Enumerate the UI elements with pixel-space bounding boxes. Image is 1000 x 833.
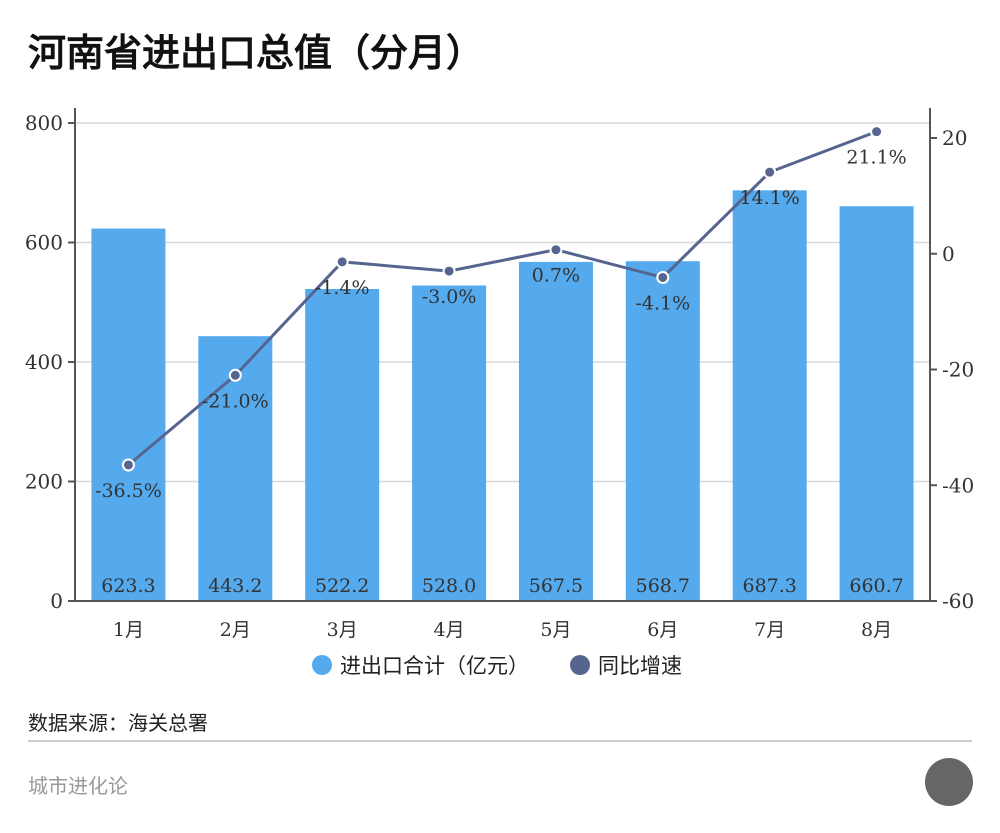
growth-label: -21.0%: [202, 390, 269, 412]
bar-value-label: 522.2: [315, 575, 369, 597]
bar-3月: [305, 288, 380, 601]
legend-bar-label: 进出口合计（亿元）: [340, 654, 529, 678]
bar-6月: [625, 261, 700, 601]
bar-value-label: 687.3: [742, 575, 796, 597]
bar-1月: [91, 228, 166, 601]
x-tick-label: 5月: [540, 619, 571, 641]
x-tick-label: 4月: [434, 619, 465, 641]
legend-line-marker: [570, 655, 590, 675]
right-tick-label: 20: [942, 126, 967, 150]
growth-label: 0.7%: [532, 265, 580, 287]
growth-line: [127, 130, 878, 467]
brand-name: 城市进化论: [28, 774, 128, 798]
left-tick-label: 400: [25, 350, 63, 374]
growth-label: 14.1%: [740, 187, 800, 209]
growth-point: [121, 458, 135, 472]
right-tick-label: -20: [942, 358, 974, 382]
growth-label: -1.4%: [315, 277, 370, 299]
x-tick-label: 6月: [647, 619, 678, 641]
x-tick-label: 3月: [327, 619, 358, 641]
left-tick-label: 200: [25, 470, 63, 494]
x-tick-label: 2月: [220, 619, 251, 641]
growth-label: -3.0%: [422, 286, 477, 308]
combo-chart: 0 200 400 600 800 -60 -40 -20 0 20 623.3 1月 443.2 2月 5…: [25, 108, 974, 678]
growth-point: [656, 270, 670, 284]
x-tick-label: 8月: [861, 619, 892, 641]
right-tick-label: -60: [942, 589, 974, 613]
divider: [28, 740, 972, 742]
growth-point: [549, 243, 563, 257]
x-tick-label: 7月: [754, 619, 785, 641]
bar-value-label: 528.0: [422, 575, 476, 597]
x-tick-label: 1月: [113, 619, 144, 641]
growth-point: [228, 368, 242, 382]
right-tick-label: -40: [942, 473, 974, 497]
left-tick-label: 0: [50, 589, 63, 613]
data-source: 数据来源：海关总署: [28, 711, 208, 735]
growth-point: [870, 125, 884, 139]
brand-logo: [925, 758, 973, 806]
growth-label: 21.1%: [846, 147, 906, 169]
growth-point: [442, 264, 456, 278]
left-tick-label: 800: [25, 111, 63, 135]
left-tick-label: 600: [25, 231, 63, 255]
growth-point: [763, 165, 777, 179]
bar-4月: [412, 285, 487, 601]
bar-value-label: 443.2: [208, 575, 262, 597]
legend-line-label: 同比增速: [598, 654, 682, 678]
bar-5月: [518, 261, 593, 601]
bar-7月: [732, 190, 807, 601]
chart-title: 河南省进出口总值（分月）: [28, 31, 485, 75]
bar-value-label: 568.7: [636, 575, 690, 597]
right-tick-label: 0: [942, 242, 955, 266]
legend-bar-marker: [312, 655, 332, 675]
growth-label: -36.5%: [95, 480, 162, 502]
bar-value-label: 660.7: [849, 575, 903, 597]
bar-value-label: 623.3: [101, 575, 155, 597]
growth-point: [335, 255, 349, 269]
bar-value-label: 567.5: [529, 575, 583, 597]
growth-label: -4.1%: [635, 292, 690, 314]
bar-8月: [839, 206, 914, 601]
